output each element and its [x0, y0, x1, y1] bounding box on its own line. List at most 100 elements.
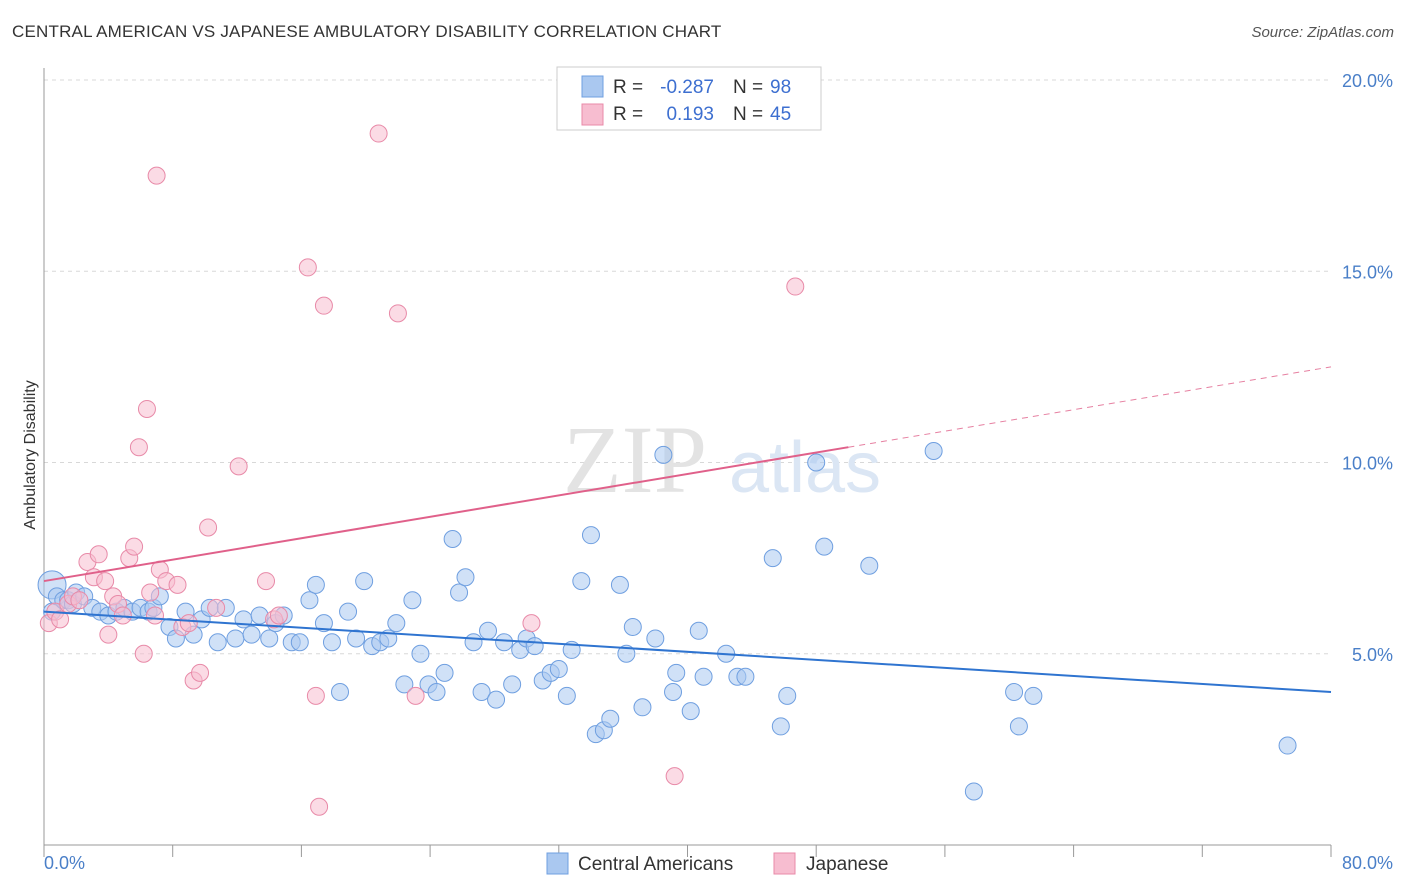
point-japanese	[388, 304, 407, 323]
point-central-american	[355, 572, 374, 591]
point-central-american	[815, 537, 834, 556]
point-central-american	[601, 709, 620, 728]
legend: R = -0.287 N = 98 R = 0.193 N = 45	[556, 66, 822, 131]
point-japanese	[99, 625, 118, 644]
point-central-american	[581, 526, 600, 545]
legend-swatch-pink	[581, 103, 604, 126]
point-central-american	[1024, 686, 1043, 705]
watermark-zip: ZIP	[563, 406, 707, 513]
point-central-american	[487, 690, 506, 709]
y-tick-label: 5.0%	[1352, 645, 1393, 665]
legend-n-label: N =	[733, 104, 763, 125]
point-japanese	[137, 399, 156, 418]
point-japanese	[89, 545, 108, 564]
point-central-american	[226, 629, 245, 648]
point-central-american	[495, 633, 514, 652]
point-central-american	[472, 683, 491, 701]
point-japanese	[207, 598, 226, 617]
legend-r-label: R =	[613, 77, 643, 98]
point-central-american	[427, 683, 446, 701]
point-central-american	[395, 675, 414, 694]
point-japanese	[129, 438, 148, 457]
point-central-american	[646, 629, 665, 648]
trend-line-japanese	[43, 446, 849, 583]
y-tick-label: 20.0%	[1342, 71, 1393, 91]
point-central-american	[331, 683, 350, 701]
point-japanese	[96, 572, 115, 591]
trend-line-central-american	[43, 610, 1332, 693]
trend-line-japanese-extrapolated	[848, 366, 1332, 448]
point-japanese	[168, 575, 187, 594]
point-japanese	[141, 583, 160, 602]
point-japanese	[269, 606, 288, 625]
point-central-american	[964, 782, 983, 801]
point-central-american	[549, 660, 568, 679]
point-japanese	[314, 296, 333, 315]
point-central-american	[617, 644, 636, 663]
point-central-american	[623, 617, 642, 636]
point-central-american	[260, 629, 279, 648]
point-central-american	[503, 675, 522, 694]
point-central-american	[694, 667, 713, 686]
legend-r-label: R =	[613, 104, 643, 125]
point-japanese	[522, 614, 541, 633]
point-central-american	[314, 614, 333, 633]
point-japanese	[51, 610, 70, 629]
data-points	[37, 124, 1297, 816]
point-japanese	[298, 258, 317, 277]
point-central-american	[450, 583, 469, 602]
point-japanese	[191, 663, 210, 682]
point-central-american	[347, 629, 366, 648]
point-central-american	[860, 556, 879, 575]
point-japanese	[147, 166, 166, 185]
point-japanese	[306, 686, 325, 705]
point-japanese	[146, 606, 165, 625]
point-japanese	[310, 797, 329, 816]
y-axis-label: Ambulatory Disability	[22, 380, 39, 529]
bottom-legend-label: Central Americans	[578, 854, 733, 875]
point-central-american	[771, 717, 790, 736]
point-central-american	[456, 568, 475, 587]
point-central-american	[464, 633, 483, 652]
point-central-american	[443, 530, 462, 548]
chart-title: CENTRAL AMERICAN VS JAPANESE AMBULATORY …	[12, 22, 722, 41]
point-central-american	[763, 549, 782, 568]
point-japanese	[125, 537, 144, 556]
point-central-american	[736, 667, 755, 686]
point-central-american	[664, 683, 683, 701]
point-japanese	[406, 686, 425, 705]
legend-r-value: -0.287	[660, 77, 714, 98]
point-central-american	[572, 572, 591, 591]
legend-swatch-blue	[581, 75, 604, 98]
point-central-american	[681, 702, 700, 721]
point-central-american	[1278, 736, 1297, 755]
point-central-american	[557, 686, 576, 705]
point-central-american	[300, 591, 319, 610]
bottom-legend-swatch-pink	[773, 852, 796, 875]
legend-n-value: 45	[770, 104, 791, 125]
point-central-american	[479, 621, 498, 640]
y-tick-label: 10.0%	[1342, 454, 1393, 474]
point-central-american	[242, 625, 261, 644]
point-japanese	[369, 124, 388, 143]
y-tick-label: 15.0%	[1342, 262, 1393, 282]
bottom-legend: Central Americans Japanese	[546, 852, 888, 875]
point-central-american	[208, 633, 227, 652]
watermark-atlas: atlas	[729, 428, 881, 508]
point-central-american	[924, 442, 943, 461]
point-central-american	[411, 644, 430, 663]
point-central-american	[525, 637, 544, 656]
source-label: Source: ZipAtlas.com	[1251, 24, 1394, 41]
point-central-american	[1005, 683, 1024, 701]
point-japanese	[229, 457, 248, 476]
point-central-american	[290, 633, 309, 652]
point-central-american	[654, 445, 673, 464]
point-japanese	[257, 572, 276, 591]
x-tick-label: 0.0%	[44, 853, 85, 873]
bottom-legend-label: Japanese	[806, 854, 888, 875]
point-central-american	[339, 602, 358, 621]
point-central-american	[610, 575, 629, 594]
point-japanese	[786, 277, 805, 296]
point-central-american	[1009, 717, 1028, 736]
